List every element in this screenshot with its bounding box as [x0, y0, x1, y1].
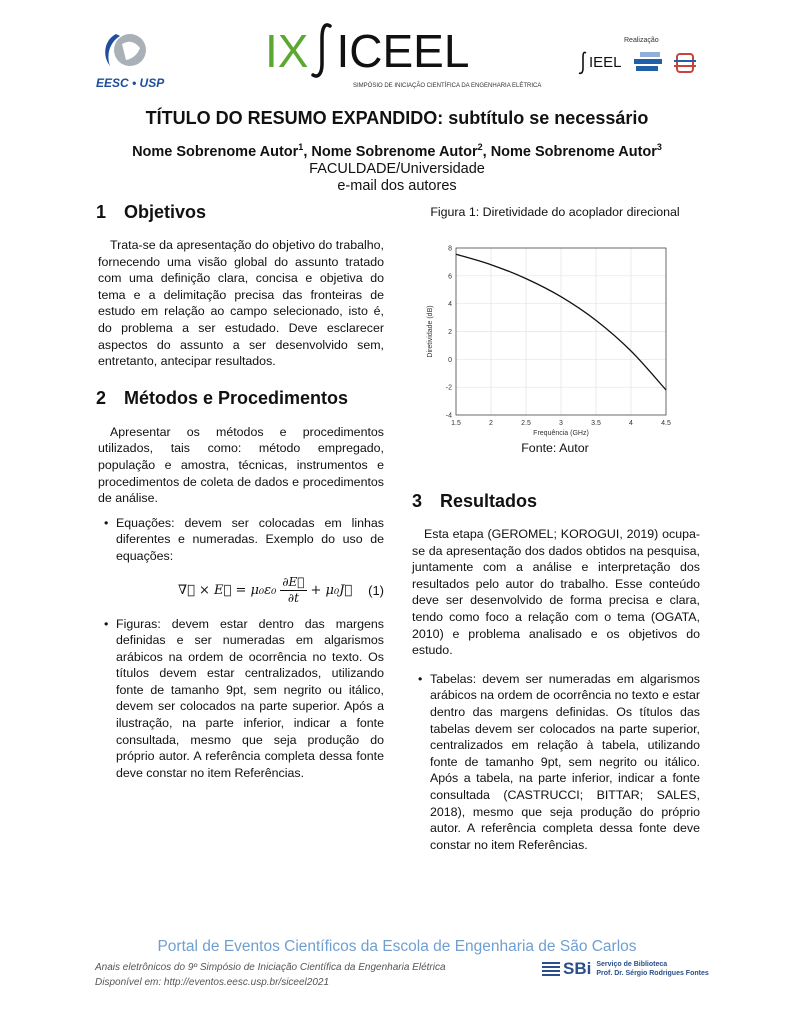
sbi-logo: SBi Serviço de Biblioteca Prof. Dr. Sérg…	[542, 959, 709, 979]
red-circuit-logo-icon	[673, 53, 696, 73]
x-tick-label: 4.5	[661, 420, 671, 427]
bullet-tables: Tabelas: devem ser numeradas em algarism…	[412, 671, 700, 854]
event-name: ICEEL	[336, 25, 470, 77]
equation-1: ∇⃗ × E⃗ = μ₀ε₀ ∂E⃗ ∂t + μ₀J⃗ (1)	[178, 575, 384, 606]
sieel-integral-icon	[578, 51, 587, 75]
equation-number: (1)	[368, 582, 384, 598]
realizacao-label: Realização	[624, 37, 659, 44]
sbi-text: SBi	[563, 959, 592, 978]
left-column: 1 Objetivos Trata-se da apresentação do o…	[96, 201, 384, 782]
bullet-equations: Equações: devem ser colocadas em linhas …	[98, 515, 384, 565]
x-tick-label: 2	[489, 420, 493, 427]
y-axis-label: Diretividade (dB)	[427, 305, 434, 357]
y-tick-label: -2	[446, 385, 452, 392]
section-3-bullets: Tabelas: devem ser numeradas em algarism…	[412, 671, 700, 854]
figure-caption: Figura 1: Diretividade do acoplador dire…	[430, 205, 680, 219]
author-2: Nome Sobrenome Autor2	[311, 142, 483, 160]
y-tick-label: 0	[448, 357, 452, 364]
plot-frame	[455, 247, 667, 416]
footer-anais: Anais eletrônicos do 9º Simpósio de Inic…	[95, 962, 446, 973]
y-tick-label: 2	[448, 329, 452, 336]
iceel-logo: IX ICEEL SIMPÓSIO DE INICIAÇÃO CIENTÍFIC…	[265, 23, 542, 90]
eesc-usp-text: EESC • USP	[96, 76, 165, 90]
sieel-logo: IEEL	[589, 54, 622, 71]
title-block: TÍTULO DO RESUMO EXPANDIDO: subtítulo se…	[0, 107, 794, 195]
author-3: Nome Sobrenome Autor3	[490, 142, 662, 160]
x-tick-label: 4	[629, 420, 633, 427]
event-roman-numeral: IX	[265, 25, 309, 77]
directivity-series-line	[455, 253, 667, 391]
figure-source: Fonte: Autor	[521, 441, 589, 455]
directivity-chart: 1.5 2 2.5 3 3.5 4 4.5 -4 -2 0 2 4 6 8 Frequência (GHz)…	[427, 246, 671, 438]
section-2-bullets-a: Equações: devem ser colocadas em linhas …	[98, 515, 384, 565]
sbi-lines: Serviço de Biblioteca Prof. Dr. Sérgio R…	[596, 960, 708, 978]
section-3-heading: 3 Resultados	[412, 491, 538, 511]
section-2-bullets-b: Figuras: devem estar dentro das margens …	[98, 616, 384, 782]
footer-portal: Portal de Eventos Científicos da Escola …	[157, 938, 637, 955]
x-tick-label: 3	[559, 420, 563, 427]
sbi-lines-icon	[542, 962, 560, 976]
y-tick-label: -4	[446, 413, 452, 420]
eesc-usp-logo: EESC • USP	[96, 26, 166, 90]
section-3-paragraph: Esta etapa (GEROMEL; KOROGUI, 2019) ocup…	[412, 527, 700, 658]
equation-fraction: ∂E⃗ ∂t	[280, 574, 307, 605]
eesc-emblem-icon	[105, 34, 146, 66]
footer-left: Anais eletrônicos do 9º Simpósio de Inic…	[95, 960, 515, 990]
y-tick-label: 4	[448, 301, 452, 308]
bullet-figures: Figuras: devem estar dentro das margens …	[98, 616, 384, 782]
section-2-paragraph: Apresentar os métodos e procedimentos ut…	[98, 424, 384, 506]
x-axis-label: Frequência (GHz)	[533, 430, 589, 437]
x-tick-label: 3.5	[591, 420, 601, 427]
x-tick-label: 1.5	[451, 420, 461, 427]
sbi-line-1: Serviço de Biblioteca	[596, 961, 668, 968]
author-list: Nome Sobrenome Autor1, Nome Sobrenome Au…	[132, 142, 662, 160]
sbi-line-2: Prof. Dr. Sérgio Rodrigues Fontes	[596, 970, 709, 977]
y-tick-label: 8	[448, 246, 452, 253]
y-tick-label: 6	[448, 273, 452, 280]
equation-lhs: ∇⃗ × E⃗ = μ₀ε₀	[178, 582, 277, 598]
author-email: e-mail dos autores	[337, 178, 457, 194]
equation-rhs: + μ₀J⃗	[310, 582, 353, 598]
section-1-paragraph: Trata-se da apresentação do objetivo do …	[98, 238, 384, 369]
footer-url: Disponível em: http://eventos.eesc.usp.b…	[95, 977, 330, 988]
integral-icon	[311, 23, 333, 78]
realizacao-logos: Realização IEEL	[578, 36, 703, 75]
author-1: Nome Sobrenome Autor1	[132, 142, 304, 160]
section-1-heading: 1 Objetivos	[96, 202, 207, 222]
affiliation: FACULDADE/Universidade	[309, 161, 485, 177]
blue-stripes-logo-icon	[633, 52, 662, 71]
right-column: Figura 1: Diretividade do acoplador dire…	[410, 204, 700, 853]
event-subtitle: SIMPÓSIO DE INICIAÇÃO CIENTÍFICA DA ENGE…	[353, 83, 542, 89]
x-tick-label: 2.5	[521, 420, 531, 427]
section-2-heading: 2 Métodos e Procedimentos	[96, 387, 349, 408]
paper-title: TÍTULO DO RESUMO EXPANDIDO: subtítulo se…	[145, 108, 649, 128]
